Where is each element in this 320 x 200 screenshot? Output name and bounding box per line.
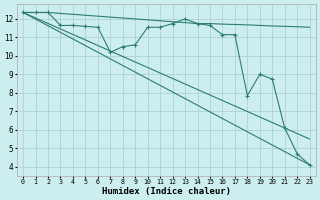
X-axis label: Humidex (Indice chaleur): Humidex (Indice chaleur) <box>102 187 231 196</box>
